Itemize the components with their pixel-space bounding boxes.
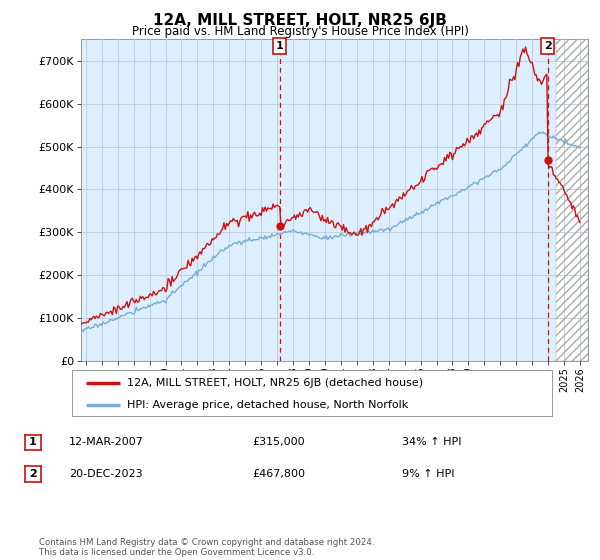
Text: HPI: Average price, detached house, North Norfolk: HPI: Average price, detached house, Nort… <box>127 400 409 409</box>
Text: 12A, MILL STREET, HOLT, NR25 6JB (detached house): 12A, MILL STREET, HOLT, NR25 6JB (detach… <box>127 377 424 388</box>
Text: 12-MAR-2007: 12-MAR-2007 <box>69 437 144 447</box>
Text: 12A, MILL STREET, HOLT, NR25 6JB: 12A, MILL STREET, HOLT, NR25 6JB <box>153 13 447 28</box>
Text: £315,000: £315,000 <box>252 437 305 447</box>
Text: 20-DEC-2023: 20-DEC-2023 <box>69 469 143 479</box>
Text: Price paid vs. HM Land Registry's House Price Index (HPI): Price paid vs. HM Land Registry's House … <box>131 25 469 38</box>
Text: 34% ↑ HPI: 34% ↑ HPI <box>402 437 461 447</box>
Text: 2: 2 <box>544 41 551 51</box>
Text: 1: 1 <box>276 41 284 51</box>
Text: Contains HM Land Registry data © Crown copyright and database right 2024.
This d: Contains HM Land Registry data © Crown c… <box>39 538 374 557</box>
Text: £467,800: £467,800 <box>252 469 305 479</box>
Text: 2: 2 <box>29 469 37 479</box>
Text: 1: 1 <box>29 437 37 447</box>
Text: 9% ↑ HPI: 9% ↑ HPI <box>402 469 455 479</box>
